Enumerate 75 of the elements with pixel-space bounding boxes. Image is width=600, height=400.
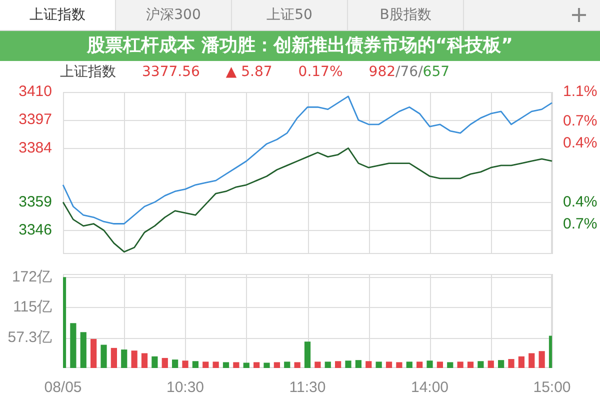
bar — [254, 362, 260, 368]
bar — [355, 360, 362, 368]
bar — [406, 362, 412, 368]
bar — [386, 362, 392, 368]
bar — [121, 350, 128, 368]
bar — [457, 362, 464, 368]
bar — [478, 361, 484, 368]
bar — [528, 353, 535, 368]
bar — [345, 360, 352, 368]
bar — [335, 361, 342, 368]
bar — [80, 332, 86, 368]
bar — [498, 360, 504, 368]
bar — [416, 362, 423, 368]
text: 982/76/657 — [368, 64, 450, 80]
bar — [518, 356, 524, 368]
y-tick-label: 3346 — [18, 221, 52, 238]
y-tick-label: 3397 — [18, 111, 52, 128]
bar — [162, 358, 168, 368]
bar — [172, 360, 178, 368]
bar — [192, 361, 198, 368]
bar — [508, 359, 514, 368]
x-tick-label: 14:00 — [410, 379, 449, 396]
text: 上证指数 — [0, 0, 116, 30]
bar — [100, 344, 107, 368]
x-tick-label: 10:30 — [166, 379, 204, 396]
bar — [436, 362, 443, 368]
bar — [467, 362, 474, 368]
bar — [110, 348, 117, 368]
bar — [366, 361, 372, 368]
bar — [274, 362, 280, 368]
bar — [264, 362, 270, 368]
x-tick-label: 08/05 — [44, 379, 82, 396]
bar — [233, 362, 240, 368]
y2-tick-label: 1.1% — [563, 83, 598, 100]
y-tick-label: 3359 — [18, 193, 52, 210]
bar — [294, 362, 300, 368]
text: B股指数 — [348, 0, 464, 30]
bar — [141, 353, 148, 368]
y-tick-label: 172亿 — [12, 268, 52, 286]
bar — [284, 362, 290, 368]
bar — [152, 356, 158, 368]
text: 3377.56 — [142, 64, 200, 80]
bar — [131, 350, 138, 368]
bar — [376, 362, 382, 368]
bar — [212, 362, 219, 368]
bar — [304, 342, 311, 368]
bar — [488, 360, 494, 368]
y2-tick-label: 0.4% — [563, 134, 598, 152]
text: 0.17% — [298, 64, 343, 80]
bar — [426, 360, 433, 368]
text: 股票杠杆成本 潘功胜：创新推出债券市场的“科技板” — [86, 34, 514, 58]
bar — [538, 351, 545, 368]
x-tick-label: 11:30 — [289, 379, 326, 396]
y2-tick-label: 0.7% — [563, 216, 598, 233]
y-tick-label: 115亿 — [13, 298, 52, 316]
bar — [396, 362, 402, 368]
y-tick-label: 3384 — [18, 139, 52, 156]
text: 沪深300 — [116, 0, 232, 30]
bar — [222, 362, 230, 368]
bar — [243, 362, 250, 368]
bar — [447, 362, 454, 368]
bar — [90, 338, 97, 368]
text: 上证50 — [232, 0, 348, 30]
bar — [314, 362, 321, 368]
y-tick-label: 3410 — [18, 83, 52, 100]
text: ▲ 5.87 — [226, 64, 272, 80]
bar — [70, 323, 76, 368]
x-tick-label: 15:00 — [533, 379, 571, 396]
bar — [202, 362, 209, 368]
bar — [182, 360, 188, 368]
bar — [324, 362, 331, 368]
y2-tick-label: 0.7% — [563, 112, 598, 130]
y2-tick-label: 0.4% — [563, 194, 598, 211]
y-tick-label: 57.3亿 — [8, 328, 52, 346]
chart-title: 上证指数 — [60, 64, 116, 80]
